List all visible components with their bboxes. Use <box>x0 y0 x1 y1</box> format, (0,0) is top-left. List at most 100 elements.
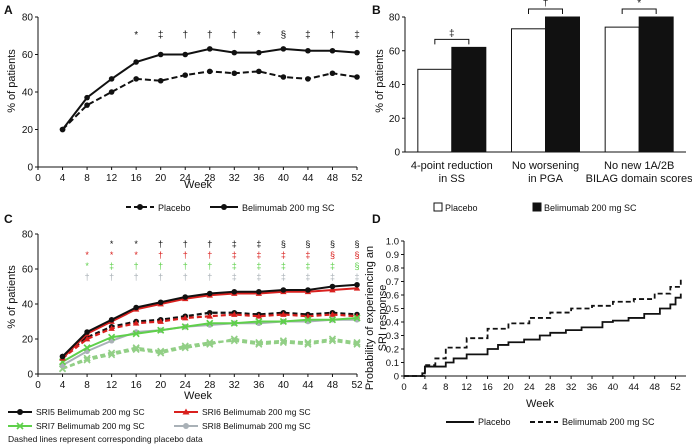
panel-b-category-label: in SS <box>439 173 465 185</box>
panel-a-x-tick-label: 4 <box>60 173 66 184</box>
panel-d-ylabel-line2: SRI response <box>377 285 389 352</box>
panel-a-x-tick-label: 28 <box>204 173 216 184</box>
panel-d-x-tick-label: 4 <box>422 382 427 393</box>
panel-a-x-tick-label: 48 <box>327 173 339 184</box>
panel-c-point <box>231 288 238 295</box>
panel-a-point <box>280 74 287 80</box>
panel-b-bar-belimumab <box>638 16 674 153</box>
panel-c-sig-marker: ‡ <box>256 250 261 260</box>
panel-c-x-tick-label: 16 <box>131 380 143 391</box>
panel-a-point <box>256 68 262 75</box>
panel-c-sig-marker: ‡ <box>305 261 310 271</box>
legend-sri6-marker <box>182 408 190 415</box>
legend-belimumab-swatch <box>532 202 542 212</box>
panel-c-point <box>182 294 189 300</box>
panel-a-sig-marker: § <box>281 30 287 41</box>
panel-c-point <box>182 314 189 321</box>
panel-a-point <box>329 47 336 54</box>
panel-b-category-label: No new 1A/2B <box>604 160 674 172</box>
panel-c-sig-marker: ‡ <box>256 261 261 271</box>
panel-a-series-belimumab <box>61 47 358 131</box>
panel-a-point <box>354 74 360 80</box>
panel-c-point <box>83 354 91 362</box>
panel-b-ylabel: % of patients <box>374 49 386 113</box>
panel-b-category-label: No worsening <box>512 160 579 172</box>
panel-c-x-tick-label: 36 <box>253 380 265 391</box>
panel-c-sig-marker: * <box>134 239 138 249</box>
panel-a-point <box>280 46 287 52</box>
panel-a-x-tick-label: 24 <box>180 173 192 184</box>
panel-d-y-tick-label: 0.2 <box>386 345 399 356</box>
panel-a-x-tick-label: 40 <box>278 173 290 184</box>
panel-d-y-tick-label: 0.3 <box>386 331 399 342</box>
panel-b-sig-bracket <box>621 8 657 14</box>
panel-c-point <box>157 326 165 334</box>
legend-sri8-label: SRI8 Belimumab 200 mg SC <box>202 421 311 431</box>
panel-c-x-tick-label: 48 <box>327 380 339 391</box>
panel-c-point <box>280 311 287 317</box>
panel-a-x-tick-label: 32 <box>229 173 241 184</box>
panel-d-x-tick-label: 52 <box>670 382 681 393</box>
panel-c-point <box>157 318 164 324</box>
panel-a-point <box>108 89 115 95</box>
panel-c-y-tick-label: 0 <box>27 370 33 381</box>
panel-c-x-tick-label: 12 <box>106 380 118 391</box>
panel-b-category-label: 4-point reduction <box>411 160 493 172</box>
panel-c-x-tick-label: 24 <box>180 380 192 391</box>
panel-c-point <box>279 338 287 347</box>
panel-a-ylabel: % of patients <box>6 49 18 113</box>
panel-a-sig-marker: ‡ <box>305 30 311 41</box>
panel-label-d: D <box>372 212 381 226</box>
panel-c-point <box>329 283 336 290</box>
legend-sri6-label: SRI6 Belimumab 200 mg SC <box>202 407 311 417</box>
panel-c-sig-marker: ‡ <box>109 261 114 271</box>
panel-d-x-tick-label: 0 <box>401 382 406 393</box>
panel-d-y-tick-label: 0.4 <box>386 318 399 329</box>
panel-c-sig-marker: § <box>330 250 335 260</box>
panel-a-legend: Placebo Belimumab 200 mg SC <box>126 203 335 213</box>
panel-b-legend: Placebo Belimumab 200 mg SC <box>433 202 637 213</box>
panel-d-series-belimumab <box>404 277 682 377</box>
panel-c-sig-marker: ‡ <box>354 272 359 282</box>
panel-c-point <box>305 287 311 293</box>
panel-d-x-tick-label: 48 <box>649 382 660 393</box>
panel-c-x-tick-label: 8 <box>84 380 90 391</box>
panel-c-ylabel: % of patients <box>6 265 18 329</box>
panel-c-point <box>206 312 213 319</box>
panel-c-point <box>157 347 165 355</box>
panel-c-point <box>108 333 116 341</box>
legend-sri7-marker <box>16 422 24 430</box>
panel-b-y-tick-label: 80 <box>389 13 401 24</box>
panel-c-point <box>329 286 336 293</box>
legend-sri5-label: SRI5 Belimumab 200 mg SC <box>36 407 145 417</box>
panel-b-sig-marker: * <box>637 0 641 9</box>
panel-a-point <box>59 126 66 133</box>
panel-a-y-tick-label: 0 <box>27 163 33 174</box>
panel-d-x-tick-label: 12 <box>461 382 472 393</box>
panel-c-x-tick-label: 28 <box>204 380 216 391</box>
panel-c-point <box>328 337 337 345</box>
legend-placebo-marker <box>137 204 143 210</box>
panel-c-point <box>132 330 140 338</box>
panel-a-xlabel: Week <box>184 179 212 191</box>
panel-a-x-tick-label: 12 <box>106 173 118 184</box>
legend-sri7-label: SRI7 Belimumab 200 mg SC <box>36 421 145 431</box>
panel-c-sig-marker: † <box>158 261 163 271</box>
panel-c-point <box>206 338 214 347</box>
legend-belimumab-label: Belimumab 200 mg SC <box>544 203 637 213</box>
panel-c-sig-marker: ‡ <box>232 261 237 271</box>
panel-c-point <box>255 312 263 319</box>
panel-c-sig-marker: * <box>85 250 89 260</box>
panel-c-point <box>280 287 287 293</box>
panel-c-sig-marker: ‡ <box>305 272 310 282</box>
panel-a-sig-marker: † <box>207 30 213 41</box>
panel-a-sig-marker: ‡ <box>354 30 360 41</box>
panel-c-point <box>132 344 140 352</box>
panel-c-point <box>231 311 238 317</box>
panel-d-ylabel-line1: Probability of experiencing an <box>364 246 376 390</box>
panel-c-sig-marker: ‡ <box>330 261 335 271</box>
panel-a-sig-marker: † <box>232 30 238 41</box>
panel-c-x-tick-label: 40 <box>278 380 290 391</box>
panel-d-x-tick-label: 16 <box>482 382 493 393</box>
